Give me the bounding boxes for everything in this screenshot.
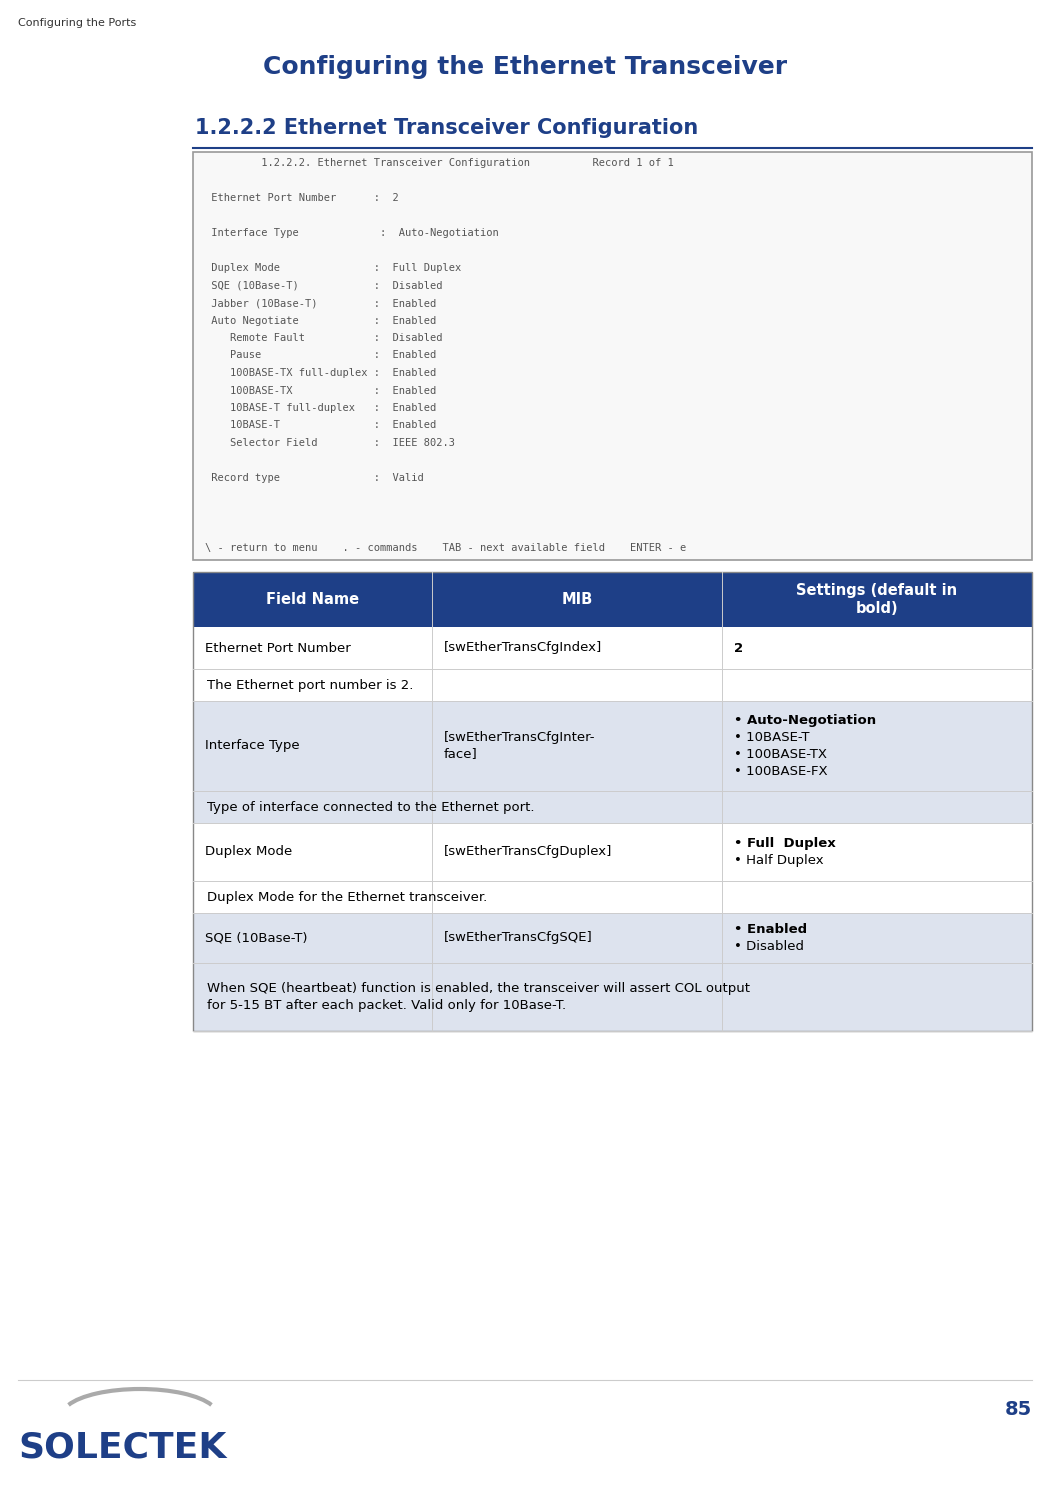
FancyBboxPatch shape (193, 627, 1032, 669)
Text: • Enabled: • Enabled (734, 923, 806, 936)
Text: [swEtherTransCfgIndex]: [swEtherTransCfgIndex] (444, 642, 603, 654)
Text: MIB: MIB (561, 591, 592, 606)
Text: SQE (10Base-T)            :  Disabled: SQE (10Base-T) : Disabled (205, 281, 442, 290)
Text: for 5-15 BT after each packet. Valid only for 10Base-T.: for 5-15 BT after each packet. Valid onl… (207, 999, 566, 1012)
FancyBboxPatch shape (193, 823, 1032, 881)
Text: Interface Type: Interface Type (205, 740, 299, 752)
Text: • 100BASE-TX: • 100BASE-TX (734, 747, 826, 761)
FancyBboxPatch shape (193, 963, 1032, 1031)
Text: 2: 2 (734, 642, 742, 654)
Text: Configuring the Ports: Configuring the Ports (18, 18, 136, 28)
Text: Remote Fault           :  Disabled: Remote Fault : Disabled (205, 333, 442, 343)
Text: [swEtherTransCfgInter-: [swEtherTransCfgInter- (444, 731, 595, 744)
Text: 1.2.2.2 Ethernet Transceiver Configuration: 1.2.2.2 Ethernet Transceiver Configurati… (195, 117, 698, 138)
Text: Settings (default in
bold): Settings (default in bold) (796, 584, 958, 615)
Text: • Half Duplex: • Half Duplex (734, 854, 823, 866)
Text: 10BASE-T full-duplex   :  Enabled: 10BASE-T full-duplex : Enabled (205, 403, 436, 413)
Text: \ - return to menu    . - commands    TAB - next available field    ENTER - e: \ - return to menu . - commands TAB - ne… (205, 542, 687, 553)
Text: Jabber (10Base-T)         :  Enabled: Jabber (10Base-T) : Enabled (205, 299, 436, 308)
Text: Field Name: Field Name (266, 591, 359, 606)
Text: • 10BASE-T: • 10BASE-T (734, 731, 810, 744)
FancyBboxPatch shape (193, 912, 1032, 963)
Text: • Full  Duplex: • Full Duplex (734, 837, 836, 850)
Text: SQE (10Base-T): SQE (10Base-T) (205, 932, 308, 945)
FancyBboxPatch shape (193, 669, 1032, 701)
Text: Record type               :  Valid: Record type : Valid (205, 473, 424, 483)
Text: Duplex Mode               :  Full Duplex: Duplex Mode : Full Duplex (205, 263, 461, 273)
Text: Interface Type             :  Auto-Negotiation: Interface Type : Auto-Negotiation (205, 227, 499, 238)
Text: • Disabled: • Disabled (734, 941, 803, 953)
Text: 100BASE-TX             :  Enabled: 100BASE-TX : Enabled (205, 385, 436, 395)
Text: [swEtherTransCfgDuplex]: [swEtherTransCfgDuplex] (444, 846, 612, 859)
Text: The Ethernet port number is 2.: The Ethernet port number is 2. (207, 679, 414, 691)
Text: Pause                  :  Enabled: Pause : Enabled (205, 351, 436, 361)
FancyBboxPatch shape (193, 881, 1032, 912)
Text: 1.2.2.2. Ethernet Transceiver Configuration          Record 1 of 1: 1.2.2.2. Ethernet Transceiver Configurat… (205, 158, 674, 168)
Text: Type of interface connected to the Ethernet port.: Type of interface connected to the Ether… (207, 801, 534, 813)
Text: face]: face] (444, 747, 478, 761)
Text: Auto Negotiate            :  Enabled: Auto Negotiate : Enabled (205, 315, 436, 325)
Text: Duplex Mode for the Ethernet transceiver.: Duplex Mode for the Ethernet transceiver… (207, 890, 487, 903)
Text: Duplex Mode: Duplex Mode (205, 846, 292, 859)
Text: When SQE (heartbeat) function is enabled, the transceiver will assert COL output: When SQE (heartbeat) function is enabled… (207, 982, 750, 996)
FancyBboxPatch shape (193, 152, 1032, 560)
FancyBboxPatch shape (193, 701, 1032, 791)
Text: [swEtherTransCfgSQE]: [swEtherTransCfgSQE] (444, 932, 593, 945)
Text: Ethernet Port Number: Ethernet Port Number (205, 642, 351, 654)
Text: Selector Field         :  IEEE 802.3: Selector Field : IEEE 802.3 (205, 438, 455, 447)
Text: 100BASE-TX full-duplex :  Enabled: 100BASE-TX full-duplex : Enabled (205, 369, 436, 377)
Text: SOLECTEK: SOLECTEK (18, 1430, 227, 1464)
Text: 85: 85 (1005, 1400, 1032, 1419)
Text: Configuring the Ethernet Transceiver: Configuring the Ethernet Transceiver (262, 55, 788, 79)
FancyBboxPatch shape (193, 572, 1032, 627)
Text: • 100BASE-FX: • 100BASE-FX (734, 765, 827, 779)
Text: 10BASE-T               :  Enabled: 10BASE-T : Enabled (205, 421, 436, 431)
FancyBboxPatch shape (193, 791, 1032, 823)
Text: Ethernet Port Number      :  2: Ethernet Port Number : 2 (205, 193, 399, 204)
Text: • Auto-Negotiation: • Auto-Negotiation (734, 713, 876, 727)
